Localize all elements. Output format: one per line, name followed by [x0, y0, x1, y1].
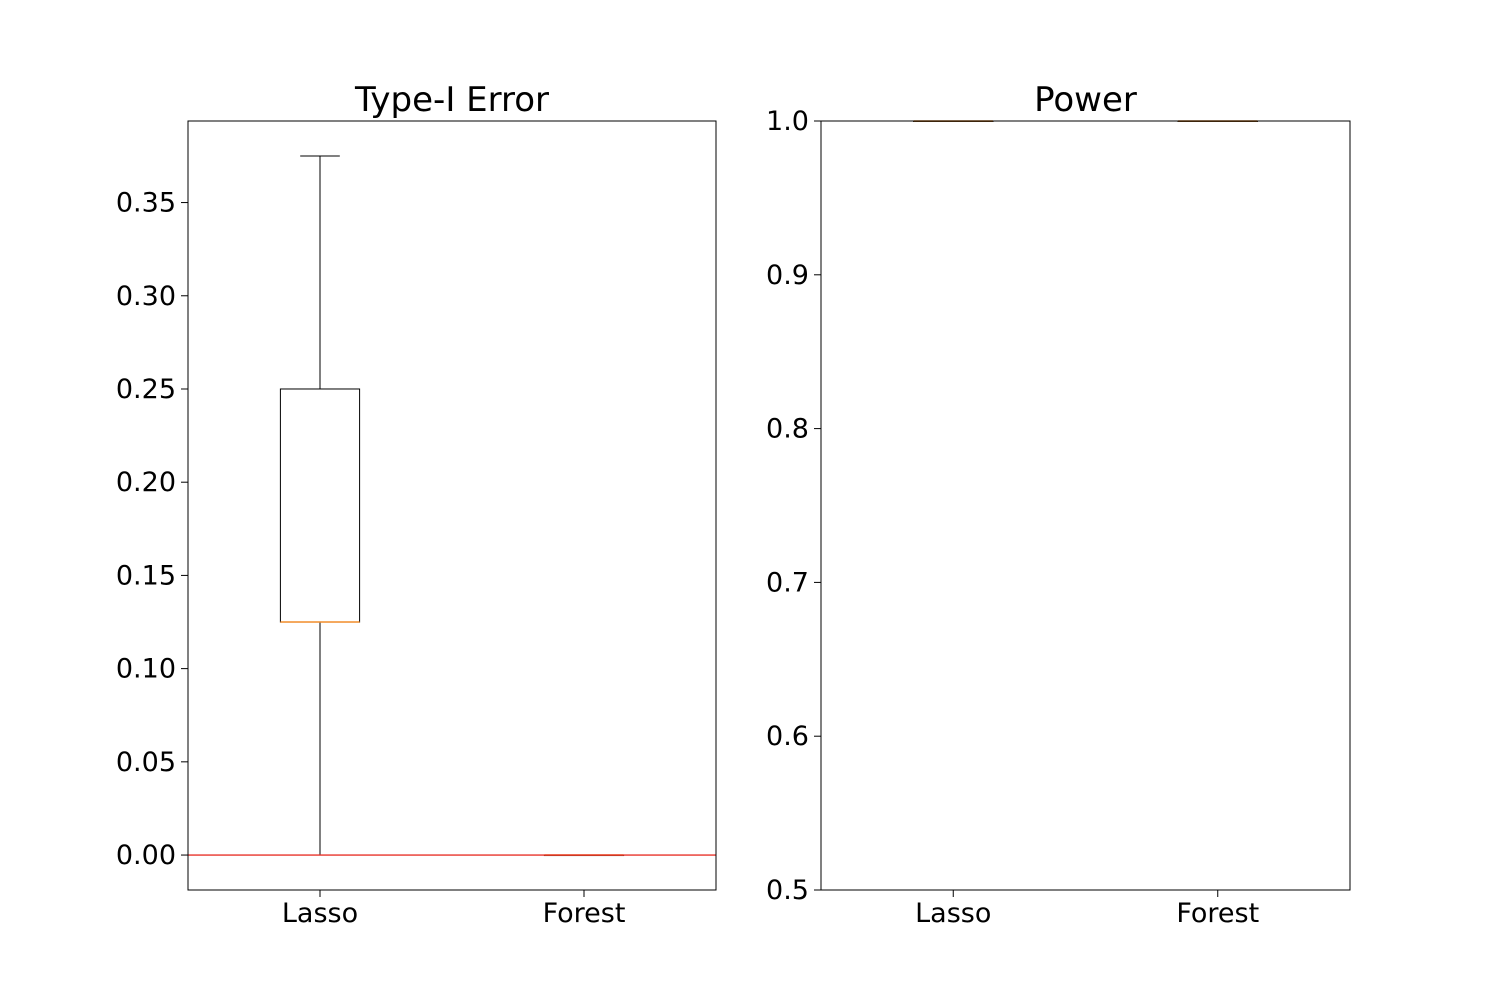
y-tick-label: 1.0 — [766, 106, 809, 137]
x-tick-label: Lasso — [915, 898, 991, 929]
plot-frame — [187, 120, 717, 891]
y-tick-label: 0.10 — [116, 654, 176, 685]
y-tick-label: 0.15 — [116, 560, 176, 591]
y-tick-label: 0.9 — [766, 260, 809, 291]
box-lasso — [279, 155, 361, 856]
x-tick-label: Forest — [543, 898, 626, 929]
y-tick-label: 0.6 — [766, 721, 809, 752]
y-tick-label: 0.20 — [116, 467, 176, 498]
x-tick-label: Forest — [1176, 898, 1259, 929]
x-tick-label: Lasso — [282, 898, 358, 929]
plot-frame — [820, 120, 1351, 891]
y-tick-label: 0.8 — [766, 414, 809, 445]
chart-panel-2: Power 0.5 0.6 0.7 0.8 0.9 1.0 Lasso Forest — [766, 80, 1351, 929]
chart-title: Power — [1034, 80, 1137, 120]
y-tick-label: 0.05 — [116, 747, 176, 778]
y-tick-label: 0.5 — [766, 875, 809, 906]
y-tick-label: 0.25 — [116, 374, 176, 405]
box-rect — [279, 388, 361, 623]
y-tick-label: 0.7 — [766, 567, 809, 598]
chart-panel-1: Type-I Error 0.00 0.05 0.10 0.15 0.20 0.25 0.30… — [116, 80, 717, 929]
chart-title: Type-I Error — [354, 80, 549, 120]
y-tick-label: 0.00 — [116, 840, 176, 871]
y-tick-label: 0.35 — [116, 188, 176, 219]
y-tick-label: 0.30 — [116, 281, 176, 312]
